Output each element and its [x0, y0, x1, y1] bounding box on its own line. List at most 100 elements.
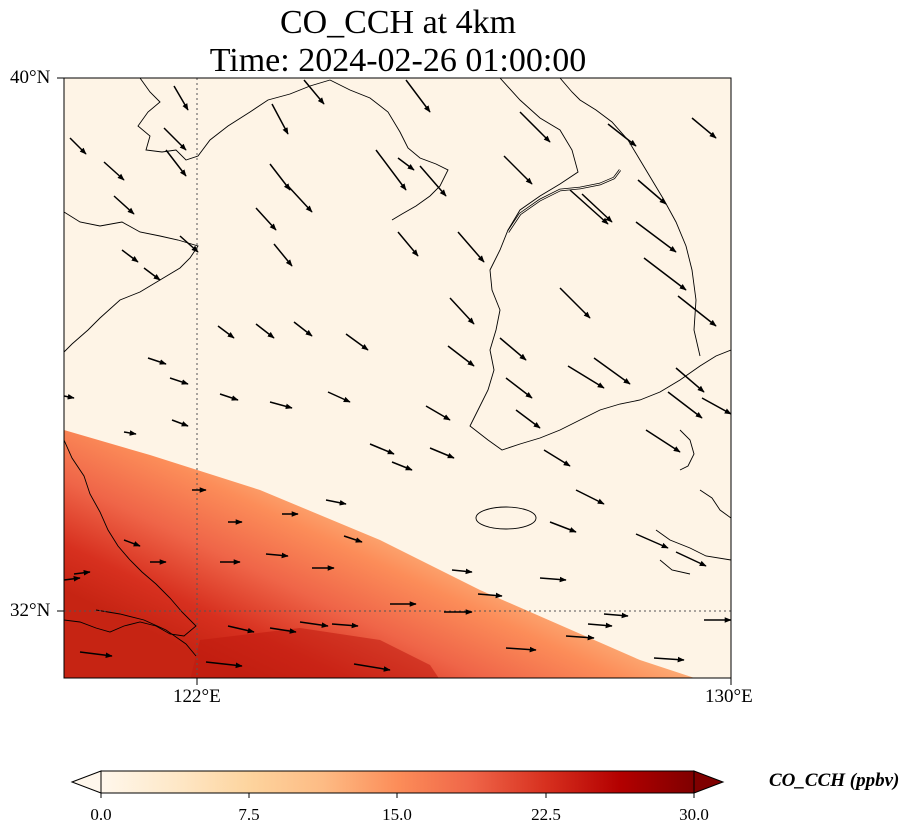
wind-arrow [565, 634, 595, 641]
wind-arrow [593, 357, 631, 385]
wind-arrow [269, 401, 293, 410]
wind-arrow [549, 521, 577, 533]
wind-arrow [519, 111, 551, 143]
wind-arrow [447, 345, 475, 367]
wind-arrow [273, 243, 293, 267]
title-line-1: CO_CCH at 4km [279, 4, 517, 41]
wind-arrow [73, 570, 91, 576]
wind-arrow [539, 576, 567, 583]
wind-vectors [64, 79, 731, 672]
colorbar-extend-high [693, 770, 725, 794]
colorbar-tick-4: 30.0 [679, 805, 709, 824]
wind-arrow [179, 235, 199, 253]
lat-label-32: 32°N [10, 600, 51, 621]
wind-arrow [425, 405, 451, 421]
wind-arrow [477, 592, 503, 599]
wind-arrow [79, 651, 113, 658]
wind-arrow [645, 429, 681, 453]
wind-arrow [429, 447, 455, 459]
wind-arrow [113, 195, 135, 215]
wind-arrow [569, 189, 609, 225]
co-peak-core [190, 628, 439, 678]
wind-arrow [103, 161, 125, 181]
wind-arrow [499, 337, 527, 361]
wind-arrow [353, 663, 391, 672]
wind-arrow [397, 231, 419, 257]
wind-arrow [653, 656, 685, 663]
wind-arrow [325, 499, 347, 506]
wind-arrow [303, 79, 325, 105]
co-high-band [64, 430, 695, 678]
wind-arrow [607, 123, 637, 147]
wind-arrow [691, 117, 717, 139]
colorbar [70, 770, 725, 798]
map-panel [57, 77, 732, 685]
wind-arrow [299, 621, 329, 628]
lon-label-122: 122°E [173, 686, 221, 707]
colorbar-tick-1: 7.5 [238, 805, 260, 824]
wind-arrow [343, 535, 363, 543]
coastline-bohai [137, 78, 331, 161]
wind-arrow [345, 333, 369, 351]
wind-arrow [505, 646, 537, 653]
wind-arrow [293, 321, 313, 337]
wind-arrow [327, 391, 351, 403]
wind-arrow [255, 207, 277, 231]
wind-arrow [219, 393, 239, 401]
wind-arrow [391, 461, 413, 471]
wind-arrow [667, 391, 703, 419]
wind-arrow [143, 267, 161, 281]
coastline-korea-west [469, 78, 731, 451]
coastline-japan [655, 489, 731, 575]
wind-arrow [675, 367, 705, 393]
map-title: CO_CCH at 4km Time: 2024-02-26 01:00:00 [0, 4, 796, 80]
wind-arrow [171, 419, 189, 427]
wind-arrow [637, 179, 667, 205]
wind-arrow [121, 249, 139, 263]
wind-arrow [505, 377, 533, 399]
colorbar-ticks [100, 793, 695, 798]
map-frame [63, 77, 732, 679]
wind-arrow [271, 103, 289, 135]
wind-arrow [457, 231, 485, 263]
wind-arrow [287, 185, 313, 213]
wind-arrow [227, 625, 255, 634]
wind-arrow [269, 627, 297, 634]
coastline-north-china [64, 211, 199, 353]
wind-arrow [635, 221, 677, 253]
wind-arrow [643, 257, 687, 291]
wind-arrow [163, 127, 187, 151]
colorbar-body [100, 770, 695, 794]
tsushima-island [679, 429, 695, 471]
wind-arrow [559, 287, 591, 319]
wind-arrow [677, 295, 717, 327]
colorbar-extend-low [70, 770, 102, 794]
wind-arrow [64, 394, 75, 400]
wind-arrow [587, 622, 613, 629]
wind-arrow [635, 533, 669, 549]
wind-arrow [265, 552, 289, 559]
wind-arrow [567, 365, 605, 389]
coastline-liaodong [329, 79, 449, 221]
wind-arrow [205, 661, 243, 669]
wind-arrow [375, 149, 407, 191]
wind-arrow [449, 297, 475, 325]
wind-arrow [419, 165, 447, 197]
wind-arrow [331, 622, 359, 629]
yangtze-estuary [95, 609, 197, 657]
wind-arrow [451, 568, 473, 575]
wind-arrow [675, 551, 707, 567]
wind-arrow [515, 409, 541, 429]
colorbar-tick-0: 0.0 [90, 805, 112, 824]
lon-label-130: 130°E [705, 686, 753, 707]
coastline-korea-east [559, 78, 701, 357]
wind-arrow [64, 576, 81, 582]
wind-arrow [269, 163, 291, 191]
wind-arrow [69, 137, 87, 155]
wind-arrow [405, 79, 431, 113]
wind-arrow [123, 430, 137, 436]
wind-arrow [255, 323, 275, 339]
korea-border-inner [507, 169, 621, 233]
wind-arrow [581, 193, 613, 223]
wind-arrow [123, 539, 141, 547]
